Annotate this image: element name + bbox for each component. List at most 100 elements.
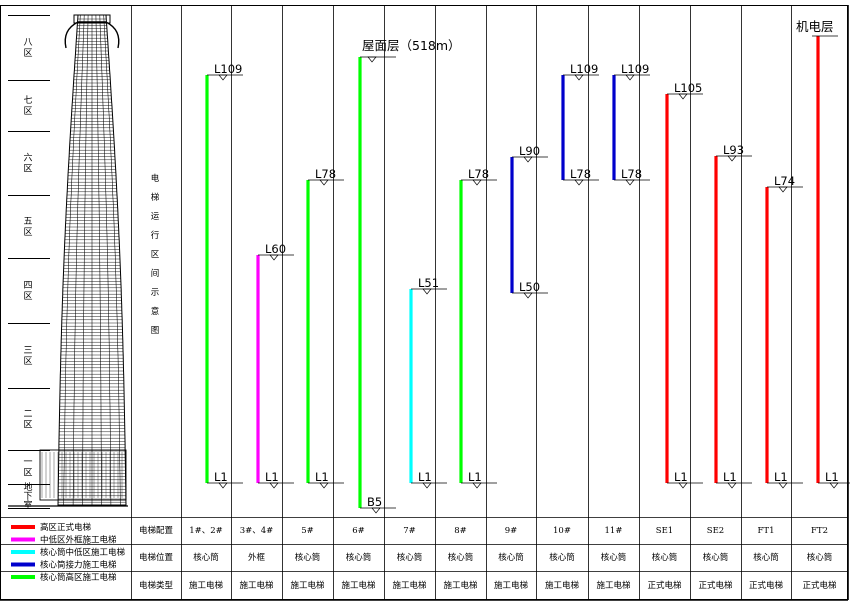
zone-label: 区 [23, 106, 32, 117]
level-marker-triangle [367, 56, 377, 63]
table-cell-position: 核心筒 [498, 552, 524, 563]
table-cell-type: 施工电梯 [392, 580, 427, 591]
level-marker-triangle [829, 482, 839, 489]
zone-label: 下 [23, 492, 32, 502]
level-marker-triangle [422, 288, 432, 295]
table-cell-position: 核心筒 [448, 552, 474, 563]
bottom-level-label: L1 [418, 470, 432, 484]
zone-label: 区 [23, 468, 32, 479]
level-marker-triangle [625, 74, 635, 81]
table-cell-position: 核心筒 [703, 552, 729, 563]
table-cell-config: SE2 [707, 526, 724, 536]
table-cell-type: 施工电梯 [239, 580, 274, 591]
bottom-level-label: B5 [367, 495, 382, 509]
table-cell-type: 施工电梯 [596, 580, 631, 591]
table-cell-config: 1#、2# [189, 526, 223, 536]
top-level-label: L78 [315, 167, 336, 181]
diagram-title-char: 间 [151, 269, 160, 279]
bottom-level-label: L1 [214, 470, 228, 484]
level-marker-triangle [319, 179, 329, 186]
table-cell-config: FT2 [811, 526, 828, 536]
legend-swatch [11, 537, 35, 542]
table-cell-config: 8# [454, 526, 467, 536]
zone-label: 区 [23, 227, 32, 238]
row-header: 电梯配置 [139, 525, 174, 536]
diagram-title-char: 行 [151, 230, 160, 241]
level-marker-triangle [727, 155, 737, 162]
level-marker-triangle [472, 482, 482, 489]
table-cell-type: 施工电梯 [341, 580, 376, 591]
bottom-level-label: L1 [825, 470, 839, 484]
table-cell-position: 核心筒 [601, 552, 627, 563]
legend-label: 核心筒高区施工电梯 [40, 572, 117, 583]
level-marker-triangle [269, 482, 279, 489]
level-marker-triangle [678, 482, 688, 489]
table-cell-type: 施工电梯 [290, 580, 325, 591]
legend-label: 核心筒接力施工电梯 [40, 560, 117, 571]
diagram-title-char: 运 [151, 212, 160, 222]
zone-label: 区 [23, 291, 32, 302]
legend-swatch [11, 550, 35, 554]
level-marker-triangle [422, 482, 432, 489]
legend-label: 高区正式电梯 [40, 522, 92, 533]
diagram-title-char: 区 [151, 250, 160, 260]
zone-label: 五 [23, 217, 32, 227]
level-marker-triangle [778, 482, 788, 489]
level-marker-triangle [218, 482, 228, 489]
table-cell-config: FT1 [758, 526, 775, 536]
zone-label: 区 [23, 164, 32, 175]
table-cell-type: 施工电梯 [545, 580, 580, 591]
bottom-level-label: L78 [621, 167, 642, 181]
level-marker-triangle [371, 507, 381, 514]
table-cell-type: 正式电梯 [749, 580, 784, 591]
outer-frame [0, 5, 848, 600]
table-cell-position: 核心筒 [397, 552, 423, 563]
zone-label: 三 [23, 346, 32, 356]
row-header: 电梯位置 [139, 552, 174, 563]
bottom-level-label: L1 [723, 470, 737, 484]
diagram-title-char: 示 [151, 288, 160, 298]
level-marker-triangle [574, 74, 584, 81]
zone-label: 六 [23, 152, 32, 164]
level-marker-triangle [574, 179, 584, 186]
table-cell-config: 5# [301, 526, 314, 536]
table-cell-type: 正式电梯 [698, 580, 733, 591]
bottom-level-label: L1 [468, 470, 482, 484]
table-cell-type: 施工电梯 [189, 580, 224, 591]
top-level-label: L105 [674, 81, 702, 95]
table-cell-type: 施工电梯 [494, 580, 529, 591]
zone-label: 四 [23, 281, 32, 291]
zone-label: 地 [23, 481, 32, 493]
table-cell-type: 施工电梯 [443, 580, 478, 591]
table-cell-config: SE1 [656, 526, 673, 536]
table-cell-position: 核心筒 [753, 552, 779, 563]
zone-label: 区 [23, 420, 32, 431]
tower-drawing [8, 14, 128, 507]
legend-swatch [11, 525, 35, 529]
table-cell-config: 9# [505, 526, 518, 536]
table-cell-config: 7# [403, 526, 416, 536]
table-cell-position: 外框 [248, 552, 266, 563]
top-level-label: L93 [723, 143, 744, 157]
zone-label: 一 [23, 458, 32, 468]
level-marker-triangle [678, 93, 688, 100]
table-cell-config: 6# [352, 526, 365, 536]
level-marker-triangle [523, 292, 533, 299]
level-marker-triangle [625, 179, 635, 186]
table-cell-config: 3#、4# [240, 526, 274, 536]
top-level-label: L60 [265, 242, 286, 256]
diagram-title-char: 意 [151, 306, 160, 317]
top-level-label: L78 [468, 167, 489, 181]
table-cell-position: 核心筒 [549, 552, 575, 563]
top-level-label: L109 [570, 62, 598, 76]
zone-label: 八 [23, 38, 32, 48]
level-marker-triangle [727, 482, 737, 489]
table-cell-type: 正式电梯 [647, 580, 682, 591]
zone-label: 七 [23, 95, 32, 106]
table-cell-position: 核心筒 [193, 552, 219, 563]
legend-swatch [11, 575, 35, 579]
bottom-level-label: L78 [570, 167, 591, 181]
bottom-level-label: L50 [519, 280, 540, 294]
legend-label: 中低区外框施工电梯 [40, 535, 117, 546]
level-marker-triangle [319, 482, 329, 489]
